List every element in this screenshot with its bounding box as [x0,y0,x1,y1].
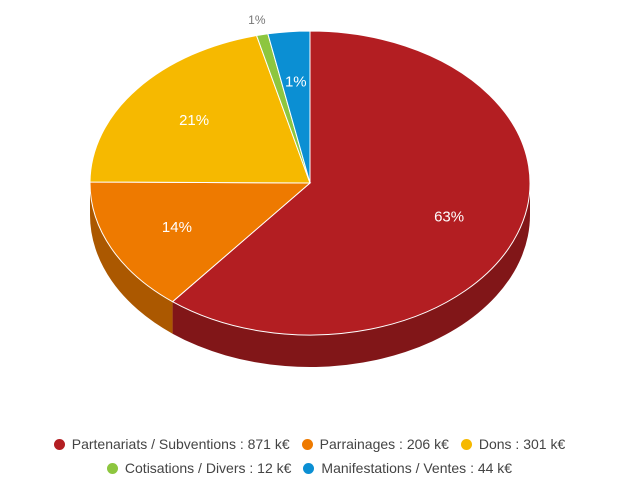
pie-side-walls [90,183,531,368]
legend-swatch-dons [460,438,472,450]
legend-swatch-partenariats [53,438,65,450]
pie-labels: 63% 14% 21% 1% 1% [162,13,464,236]
legend-label-dons: Dons : 301 k€ [478,436,566,452]
legend-item-partenariats[interactable]: Partenariats / Subventions : 871 k€ [53,436,290,452]
pie-slice-1[interactable] [89,181,312,303]
legend-label-partenariats: Partenariats / Subventions : 871 k€ [71,436,290,452]
legend-swatch-manifestations [303,462,315,474]
legend-swatch-cotisations [106,462,118,474]
legend-item-dons[interactable]: Dons : 301 k€ [460,436,566,452]
legend-item-cotisations[interactable]: Cotisations / Divers : 12 k€ [106,460,292,476]
legend-item-manifestations[interactable]: Manifestations / Ventes : 44 k€ [303,460,512,476]
pie-slice-0[interactable] [171,30,531,336]
legend-label-parrainages: Parrainages : 206 k€ [319,436,449,452]
legend-item-parrainages[interactable]: Parrainages : 206 k€ [301,436,449,452]
pie-slice-2[interactable] [89,34,311,184]
pie-percent-label-2: 21% [179,112,209,129]
legend-row-2: Cotisations / Divers : 12 k€ Manifestati… [0,460,619,476]
pie-side-1 [90,183,173,334]
pie-slice-4[interactable] [267,30,311,184]
legend-swatch-parrainages [301,438,313,450]
pie-percent-label-0: 63% [434,209,464,226]
legend-label-manifestations: Manifestations / Ventes : 44 k€ [321,460,513,476]
pie-percent-label-3: 1% [248,13,266,27]
pie-percent-label-1: 14% [162,219,192,236]
pie-side-0 [172,183,531,368]
legend-row-1: Partenariats / Subventions : 871 k€ Parr… [0,436,619,452]
legend-label-cotisations: Cotisations / Divers : 12 k€ [124,460,292,476]
pie-percent-label-4: 1% [285,74,307,91]
pie-top [89,30,531,336]
